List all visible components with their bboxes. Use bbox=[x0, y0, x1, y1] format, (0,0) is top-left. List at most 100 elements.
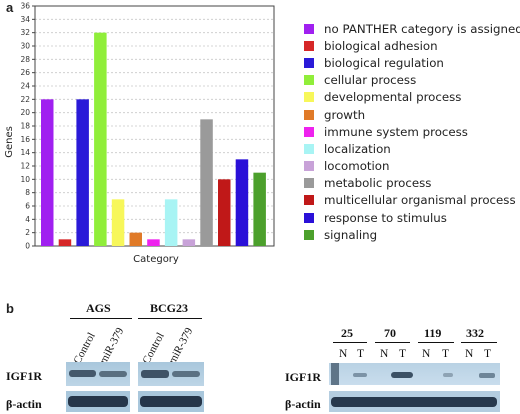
legend-swatch bbox=[304, 57, 314, 68]
y-tick-label: 34 bbox=[20, 15, 30, 24]
sample-underline-332 bbox=[461, 342, 497, 343]
bar-13: signaling: 11 bbox=[253, 172, 266, 246]
legend-item: locomotion bbox=[304, 158, 520, 175]
bar-4: cellular process: 32 bbox=[94, 32, 107, 246]
y-tick-label: 18 bbox=[20, 122, 30, 131]
legend-label: locomotion bbox=[324, 159, 390, 174]
bar-1: no PANTHER category is assigned: 22 bbox=[41, 99, 54, 246]
panel-b-letter: b bbox=[6, 301, 14, 316]
group-underline-bcg23 bbox=[138, 318, 202, 319]
y-tick-label: 30 bbox=[20, 42, 30, 51]
blot-igf1r-ags bbox=[66, 362, 130, 386]
row-label-igf1r-left: IGF1R bbox=[6, 369, 42, 383]
chart-legend: no PANTHER category is assigned biologica… bbox=[304, 20, 520, 243]
sample-label-25: 25 bbox=[341, 326, 353, 340]
sample-underline-70 bbox=[375, 342, 410, 343]
legend-swatch bbox=[304, 126, 314, 137]
legend-label: immune system process bbox=[324, 124, 468, 139]
y-tick-label: 24 bbox=[20, 82, 30, 91]
row-label-igf1r-right: IGF1R bbox=[285, 370, 321, 384]
legend-swatch bbox=[304, 75, 314, 86]
lane-n-332: N bbox=[465, 348, 474, 360]
legend-swatch bbox=[304, 40, 314, 51]
y-tick-label: 16 bbox=[20, 135, 30, 144]
blot-igf1r-bcg23 bbox=[138, 362, 204, 386]
legend-label: response to stimulus bbox=[324, 210, 447, 225]
legend-item: cellular process bbox=[304, 72, 520, 89]
lane-t-25: T bbox=[357, 348, 365, 360]
group-underline-ags bbox=[70, 318, 132, 319]
y-tick-label: 14 bbox=[20, 148, 30, 157]
y-tick-label: 12 bbox=[20, 162, 30, 171]
legend-swatch bbox=[304, 92, 314, 103]
y-tick-label: 6 bbox=[25, 202, 30, 211]
legend-swatch bbox=[304, 109, 314, 120]
legend-item: metabolic process bbox=[304, 175, 520, 192]
lane-n-119: N bbox=[422, 348, 431, 360]
legend-item: biological adhesion bbox=[304, 37, 520, 54]
y-tick-label: 28 bbox=[20, 55, 30, 64]
row-label-actin-right: β-actin bbox=[285, 397, 321, 411]
y-tick-label: 26 bbox=[20, 68, 30, 77]
sample-underline-25 bbox=[333, 342, 367, 343]
y-tick-label: 32 bbox=[20, 28, 30, 37]
blot-actin-right bbox=[329, 391, 500, 412]
legend-swatch bbox=[304, 161, 314, 172]
legend-swatch bbox=[304, 212, 314, 223]
sample-label-119: 119 bbox=[424, 326, 442, 340]
lane-label-ags-mir379: miR-379 bbox=[97, 325, 127, 366]
legend-label: biological regulation bbox=[324, 55, 444, 70]
legend-item: growth bbox=[304, 106, 520, 123]
lane-n-70: N bbox=[380, 348, 389, 360]
legend-swatch bbox=[304, 195, 314, 206]
blot-actin-ags bbox=[66, 391, 130, 412]
legend-item: localization bbox=[304, 140, 520, 157]
y-tick-label: 0 bbox=[25, 242, 30, 251]
y-tick-label: 20 bbox=[20, 108, 30, 117]
bar-9: locomotion: 1 bbox=[182, 239, 196, 246]
bar-10: metabolic process: 19 bbox=[200, 119, 213, 246]
legend-label: localization bbox=[324, 141, 391, 156]
legend-swatch bbox=[304, 23, 314, 34]
chart-bars: no PANTHER category is assigned: 22 biolo… bbox=[41, 32, 266, 246]
lane-n-25: N bbox=[339, 348, 348, 360]
legend-item: developmental process bbox=[304, 89, 520, 106]
blot-actin-bcg23 bbox=[138, 391, 204, 412]
legend-item: no PANTHER category is assigned bbox=[304, 20, 520, 37]
y-tick-label: 8 bbox=[25, 188, 30, 197]
lane-t-332: T bbox=[484, 348, 492, 360]
y-tick-label: 10 bbox=[20, 175, 30, 184]
lane-t-70: T bbox=[399, 348, 407, 360]
legend-label: biological adhesion bbox=[324, 38, 438, 53]
lane-label-bcg23-control: Control bbox=[140, 330, 167, 366]
lane-label-bcg23-mir379: miR-379 bbox=[166, 325, 196, 366]
bar-3: biological regulation: 22 bbox=[76, 99, 89, 246]
group-label-ags: AGS bbox=[86, 301, 111, 315]
legend-label: developmental process bbox=[324, 90, 462, 105]
legend-item: immune system process bbox=[304, 123, 520, 140]
sample-underline-119 bbox=[418, 342, 454, 343]
panel-a-letter: a bbox=[6, 0, 14, 15]
x-axis-label: Category bbox=[133, 254, 179, 265]
sample-label-70: 70 bbox=[384, 326, 396, 340]
bar-12: response to stimulus: 13 bbox=[235, 159, 249, 246]
bar-11: multicellular organismal process: 10 bbox=[218, 179, 231, 246]
legend-swatch bbox=[304, 178, 314, 189]
legend-item: multicellular organismal process bbox=[304, 192, 520, 209]
legend-swatch bbox=[304, 143, 314, 154]
y-tick-label: 36 bbox=[20, 2, 30, 11]
bar-5: developmental process: 7 bbox=[111, 199, 125, 246]
legend-item: biological regulation bbox=[304, 54, 520, 71]
legend-label: metabolic process bbox=[324, 176, 432, 191]
group-label-bcg23: BCG23 bbox=[150, 301, 189, 315]
legend-item: response to stimulus bbox=[304, 209, 520, 226]
lane-label-ags-control: Control bbox=[71, 330, 98, 366]
legend-label: cellular process bbox=[324, 73, 417, 88]
row-label-actin-left: β-actin bbox=[6, 397, 42, 411]
lane-t-119: T bbox=[442, 348, 450, 360]
sample-label-332: 332 bbox=[466, 326, 484, 340]
y-tick-label: 22 bbox=[20, 95, 30, 104]
legend-swatch bbox=[304, 229, 314, 240]
